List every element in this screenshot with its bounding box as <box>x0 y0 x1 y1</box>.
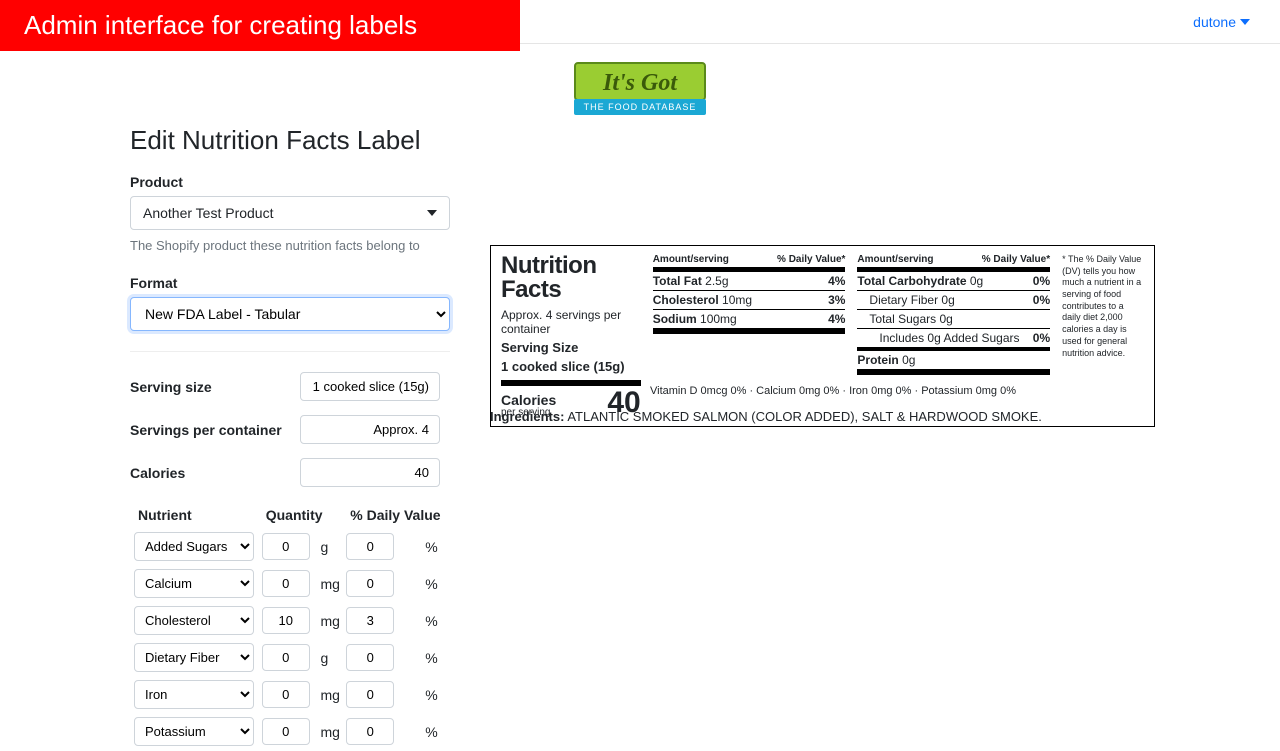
nutrient-row: Potassium mg% <box>132 714 448 749</box>
nutrient-row: Calcium mg% <box>132 566 448 601</box>
form-panel: Edit Nutrition Facts Label Product Anoth… <box>130 125 450 751</box>
logo: It's Got THE FOOD DATABASE <box>0 44 1280 125</box>
product-select[interactable]: Another Test Product <box>130 196 450 230</box>
serving-size-input[interactable] <box>300 372 440 401</box>
chevron-down-icon <box>1240 19 1250 25</box>
ingredients-text: ATLANTIC SMOKED SALMON (COLOR ADDED), SA… <box>567 409 1042 424</box>
calories-label: Calories <box>130 465 300 481</box>
banner: Admin interface for creating labels <box>0 0 520 51</box>
ingredients-label: Ingredients: <box>490 409 564 424</box>
nutrient-dv-input[interactable] <box>346 681 394 708</box>
logo-sub: THE FOOD DATABASE <box>574 99 707 115</box>
nutrient-unit: mg <box>316 687 339 703</box>
nutrient-row: Added Sugars g% <box>132 529 448 564</box>
product-help: The Shopify product these nutrition fact… <box>130 238 450 253</box>
nutrient-qty-input[interactable] <box>262 718 310 745</box>
percent-symbol: % <box>421 613 437 629</box>
percent-symbol: % <box>421 687 437 703</box>
serving-size-label: Serving size <box>130 379 300 395</box>
nutrition-label: Nutrition Facts Approx. 4 servings per c… <box>490 245 1155 427</box>
label-title-2: Facts <box>501 278 641 302</box>
logo-main: It's Got <box>574 62 707 101</box>
format-label: Format <box>130 275 450 291</box>
nutrient-unit: mg <box>316 613 339 629</box>
nutrient-row: Cholesterol mg% <box>132 603 448 638</box>
nutrient-unit: mg <box>316 724 339 740</box>
nutrient-select[interactable]: Cholesterol <box>134 606 254 635</box>
label-nutrient-row: Total Fat 2.5g4% <box>653 268 846 290</box>
nutrient-unit: g <box>316 650 328 666</box>
calories-input[interactable] <box>300 458 440 487</box>
nutrient-select[interactable]: Added Sugars <box>134 532 254 561</box>
nutrient-qty-input[interactable] <box>262 644 310 671</box>
preview-panel: Nutrition Facts Approx. 4 servings per c… <box>490 125 1250 751</box>
nutrient-select[interactable]: Potassium <box>134 717 254 746</box>
label-head-dv-2: % Daily Value* <box>982 254 1050 265</box>
format-select[interactable]: New FDA Label - Tabular <box>130 297 450 331</box>
label-title-1: Nutrition <box>501 254 641 278</box>
label-nutrient-row: Sodium 100mg4% <box>653 309 846 328</box>
nutrient-qty-input[interactable] <box>262 681 310 708</box>
nutrient-qty-input[interactable] <box>262 607 310 634</box>
user-menu[interactable]: dutone <box>1193 14 1250 30</box>
label-head-amount-1: Amount/serving <box>653 254 729 265</box>
label-serving-size-label: Serving Size <box>501 340 641 355</box>
nutrient-row: Dietary Fiber g% <box>132 640 448 675</box>
servings-per-container-input[interactable] <box>300 415 440 444</box>
nutrient-qty-input[interactable] <box>262 570 310 597</box>
label-nutrient-row: Total Carbohydrate 0g0% <box>857 268 1050 290</box>
caret-down-icon <box>427 210 437 216</box>
label-head-amount-2: Amount/serving <box>857 254 933 265</box>
th-dv: % Daily Value <box>344 503 448 527</box>
nutrient-row: Iron mg% <box>132 677 448 712</box>
nutrient-dv-input[interactable] <box>346 644 394 671</box>
th-quantity: Quantity <box>260 503 343 527</box>
nutrient-select[interactable]: Calcium <box>134 569 254 598</box>
percent-symbol: % <box>421 650 437 666</box>
nutrient-unit: g <box>316 539 328 555</box>
th-nutrient: Nutrient <box>132 503 258 527</box>
percent-symbol: % <box>421 539 437 555</box>
label-head-dv-1: % Daily Value* <box>777 254 845 265</box>
label-nutrient-row: Protein 0g <box>857 347 1050 369</box>
nutrient-select[interactable]: Iron <box>134 680 254 709</box>
label-servings: Approx. 4 servings per container <box>501 308 641 336</box>
nutrient-dv-input[interactable] <box>346 607 394 634</box>
label-nutrient-row: Total Sugars 0g <box>857 309 1050 328</box>
nutrient-dv-input[interactable] <box>346 718 394 745</box>
page-title: Edit Nutrition Facts Label <box>130 125 450 156</box>
label-serving-size-value: 1 cooked slice (15g) <box>501 359 641 374</box>
nutrient-dv-input[interactable] <box>346 533 394 560</box>
label-nutrient-row: Includes 0g Added Sugars0% <box>857 328 1050 347</box>
percent-symbol: % <box>421 724 437 740</box>
label-nutrient-row: Dietary Fiber 0g0% <box>857 290 1050 309</box>
label-vitamins: Vitamin D 0mcg 0% · Calcium 0mg 0% · Iro… <box>490 385 1155 397</box>
nutrient-table: Nutrient Quantity % Daily Value Added Su… <box>130 501 450 751</box>
label-nutrient-row: Cholesterol 10mg3% <box>653 290 846 309</box>
nutrient-unit: mg <box>316 576 339 592</box>
divider <box>130 351 450 352</box>
nutrient-dv-input[interactable] <box>346 570 394 597</box>
product-selected: Another Test Product <box>143 205 273 221</box>
user-name: dutone <box>1193 14 1236 30</box>
nutrient-qty-input[interactable] <box>262 533 310 560</box>
percent-symbol: % <box>421 576 437 592</box>
servings-per-container-label: Servings per container <box>130 422 300 438</box>
nutrient-select[interactable]: Dietary Fiber <box>134 643 254 672</box>
product-label: Product <box>130 174 450 190</box>
